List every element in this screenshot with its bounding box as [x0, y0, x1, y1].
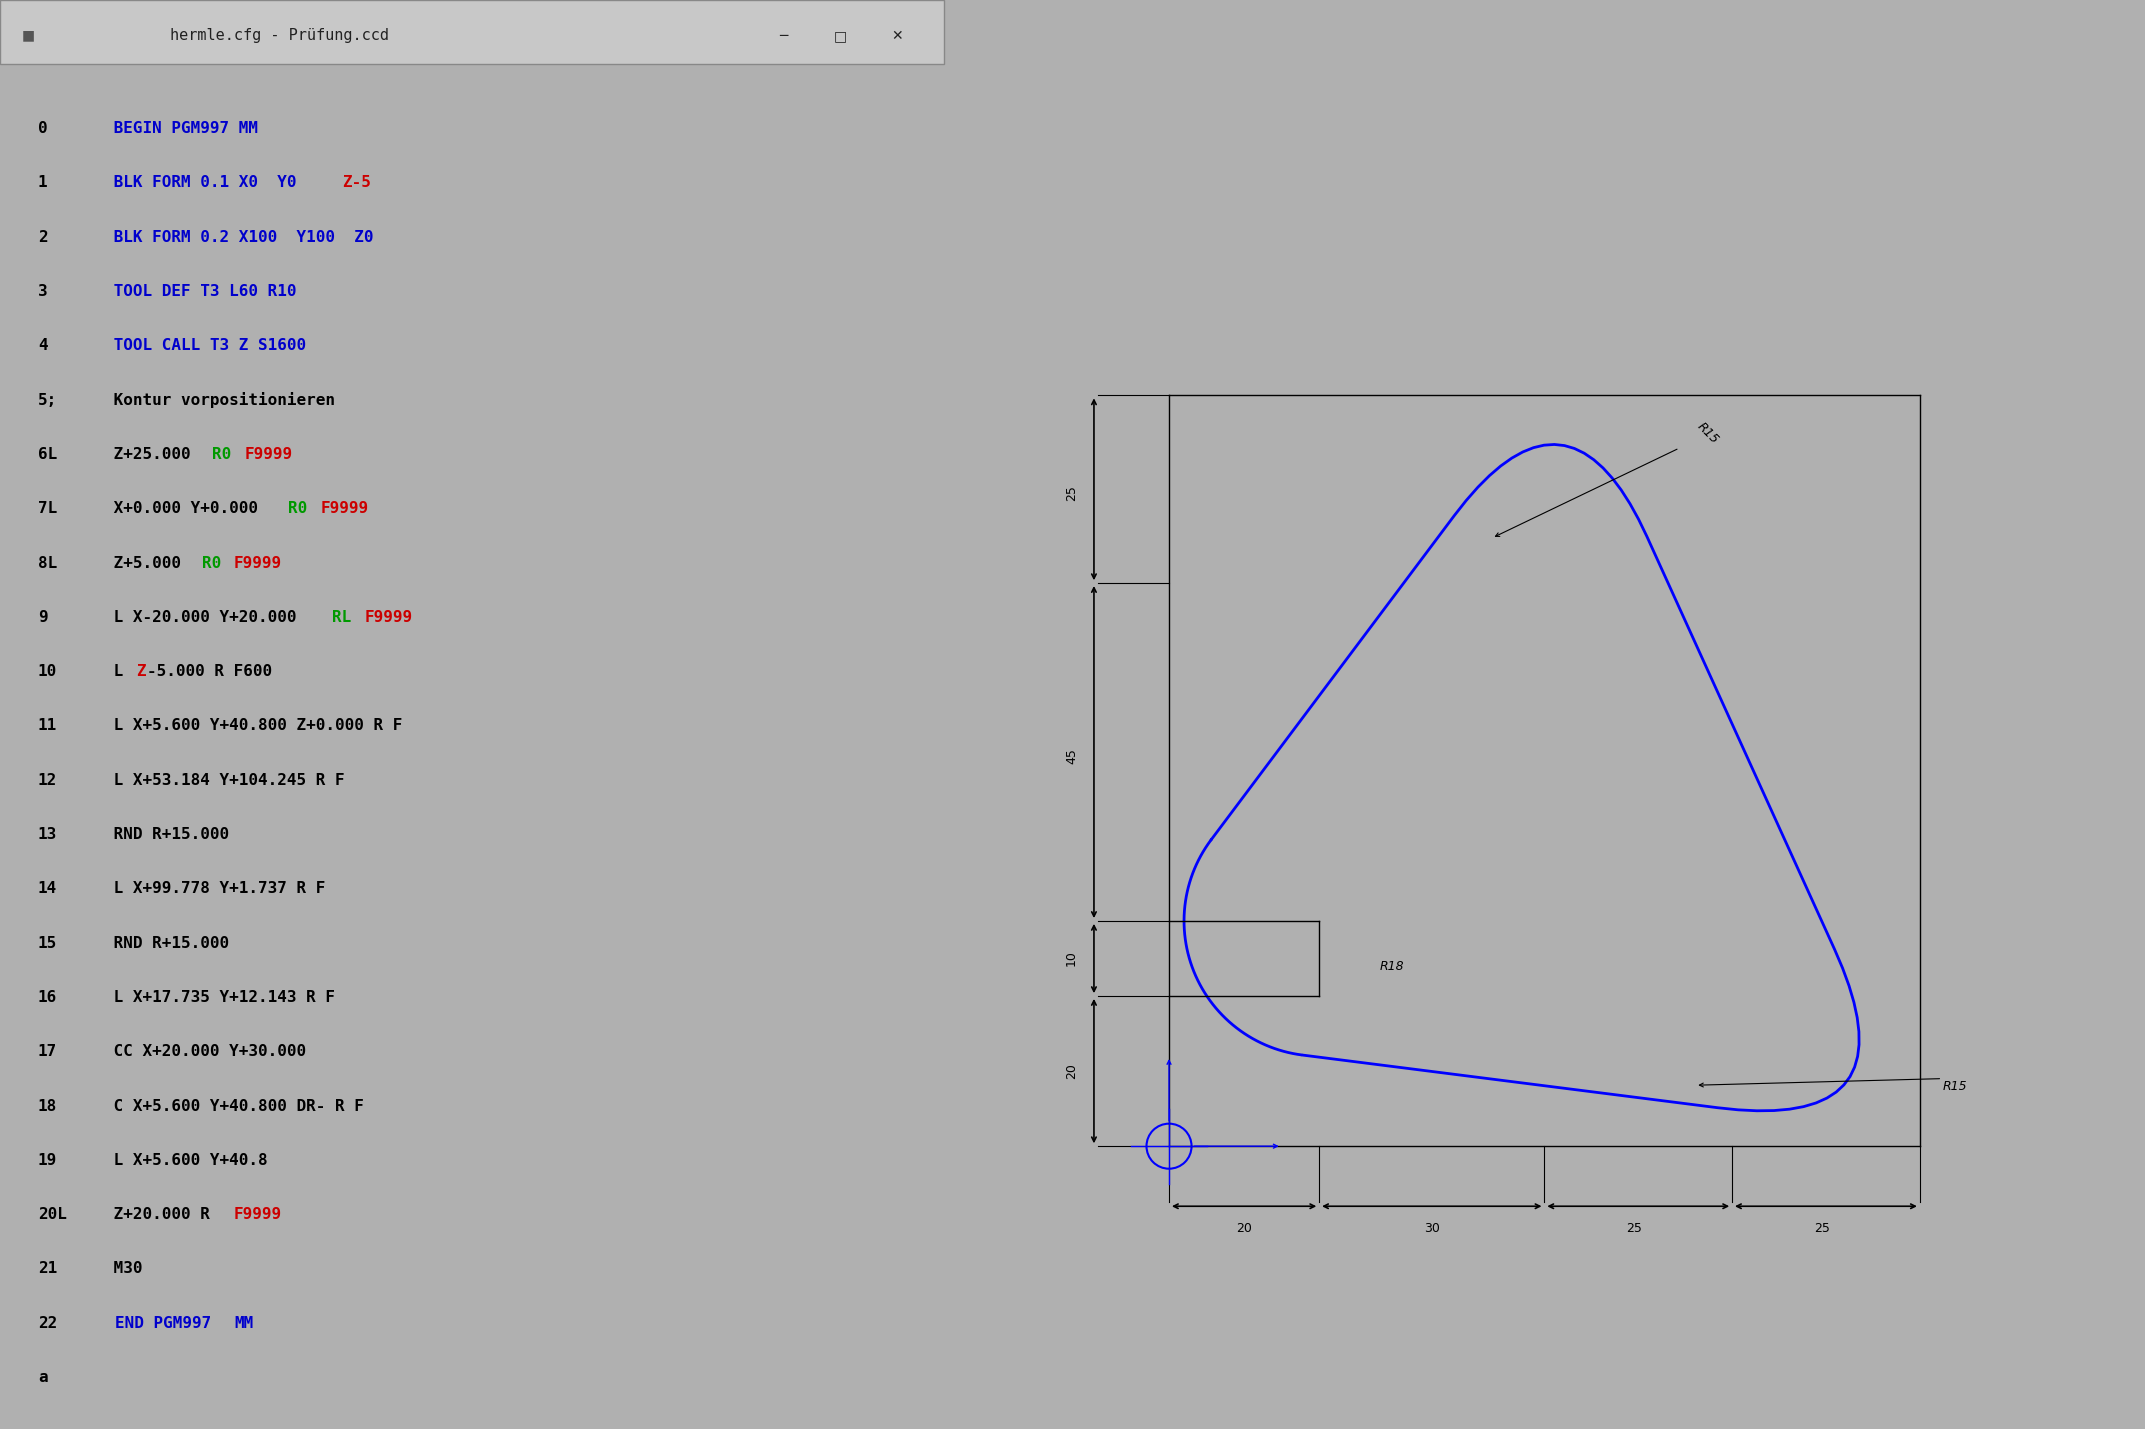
Text: BLK FORM 0.1 X0  Y0: BLK FORM 0.1 X0 Y0	[103, 176, 315, 190]
Text: 3: 3	[39, 284, 47, 299]
Text: RND R+15.000: RND R+15.000	[103, 936, 230, 950]
Text: □: □	[834, 29, 847, 43]
Text: Z+5.000: Z+5.000	[103, 556, 191, 570]
Text: 25: 25	[1064, 484, 1079, 502]
Text: 4: 4	[39, 339, 47, 353]
Text: TOOL DEF T3 L60 R10: TOOL DEF T3 L60 R10	[103, 284, 296, 299]
Text: L X+17.735 Y+12.143 R F: L X+17.735 Y+12.143 R F	[103, 990, 335, 1005]
Text: 6L: 6L	[39, 447, 58, 462]
Text: 20: 20	[1236, 1222, 1253, 1235]
Text: MM: MM	[234, 1316, 253, 1330]
Text: L: L	[103, 664, 133, 679]
Text: RND R+15.000: RND R+15.000	[103, 827, 230, 842]
FancyBboxPatch shape	[0, 0, 944, 64]
Text: R15: R15	[1695, 420, 1720, 446]
Text: 10: 10	[39, 664, 58, 679]
Text: 21: 21	[39, 1262, 58, 1276]
Text: 0: 0	[39, 121, 47, 136]
Text: ■: ■	[21, 29, 34, 43]
Text: 17: 17	[39, 1045, 58, 1059]
Text: Kontur vorpositionieren: Kontur vorpositionieren	[103, 392, 335, 409]
Text: 9: 9	[39, 610, 47, 624]
Text: L X+99.778 Y+1.737 R F: L X+99.778 Y+1.737 R F	[103, 882, 326, 896]
Text: R15: R15	[1943, 1080, 1967, 1093]
Text: 16: 16	[39, 990, 58, 1005]
Text: 11: 11	[39, 719, 58, 733]
Text: 20: 20	[1064, 1063, 1079, 1079]
Text: 2: 2	[39, 230, 47, 244]
Text: R0: R0	[287, 502, 307, 516]
Text: R0: R0	[212, 447, 232, 462]
Text: 45: 45	[1064, 747, 1079, 763]
Text: 25: 25	[1815, 1222, 1830, 1235]
Text: Z: Z	[137, 664, 146, 679]
Text: a: a	[39, 1370, 47, 1385]
Text: Z-5: Z-5	[343, 176, 371, 190]
Text: 15: 15	[39, 936, 58, 950]
Text: BLK FORM 0.2 X100  Y100  Z0: BLK FORM 0.2 X100 Y100 Z0	[103, 230, 373, 244]
Text: R0: R0	[202, 556, 221, 570]
Text: ─: ─	[779, 29, 787, 43]
Text: M30: M30	[103, 1262, 142, 1276]
Text: 14: 14	[39, 882, 58, 896]
Text: 19: 19	[39, 1153, 58, 1167]
Text: L X+5.600 Y+40.800 Z+0.000 R F: L X+5.600 Y+40.800 Z+0.000 R F	[103, 719, 403, 733]
Text: CC X+20.000 Y+30.000: CC X+20.000 Y+30.000	[103, 1045, 307, 1059]
Text: END PGM997: END PGM997	[114, 1316, 210, 1330]
Text: L X-20.000 Y+20.000: L X-20.000 Y+20.000	[103, 610, 307, 624]
Text: 8L: 8L	[39, 556, 58, 570]
Text: 10: 10	[1064, 950, 1079, 966]
Text: 18: 18	[39, 1099, 58, 1113]
Text: ✕: ✕	[890, 29, 903, 43]
Text: 20L: 20L	[39, 1208, 66, 1222]
Text: F9999: F9999	[365, 610, 412, 624]
Text: F9999: F9999	[234, 556, 283, 570]
Text: Z+25.000: Z+25.000	[103, 447, 199, 462]
Text: L X+53.184 Y+104.245 R F: L X+53.184 Y+104.245 R F	[103, 773, 345, 787]
Text: X+0.000 Y+0.000: X+0.000 Y+0.000	[103, 502, 268, 516]
Text: 13: 13	[39, 827, 58, 842]
Text: -5.000 R F600: -5.000 R F600	[148, 664, 272, 679]
Text: 25: 25	[1626, 1222, 1643, 1235]
Text: F9999: F9999	[245, 447, 294, 462]
Text: RL: RL	[332, 610, 352, 624]
Text: TOOL CALL T3 Z S1600: TOOL CALL T3 Z S1600	[103, 339, 307, 353]
Text: 7L: 7L	[39, 502, 58, 516]
Text: L X+5.600 Y+40.8: L X+5.600 Y+40.8	[103, 1153, 268, 1167]
Text: 1: 1	[39, 176, 47, 190]
Text: 30: 30	[1424, 1222, 1439, 1235]
Text: R18: R18	[1379, 959, 1403, 973]
Text: 22: 22	[39, 1316, 58, 1330]
Text: F9999: F9999	[322, 502, 369, 516]
Text: C X+5.600 Y+40.800 DR- R F: C X+5.600 Y+40.800 DR- R F	[103, 1099, 365, 1113]
Text: Z+20.000 R: Z+20.000 R	[103, 1208, 219, 1222]
Text: F9999: F9999	[234, 1208, 283, 1222]
Text: hermle.cfg - Prüfung.ccd: hermle.cfg - Prüfung.ccd	[169, 29, 388, 43]
Text: 5;: 5;	[39, 393, 58, 407]
Text: 12: 12	[39, 773, 58, 787]
Text: BEGIN PGM997 MM: BEGIN PGM997 MM	[103, 121, 257, 136]
